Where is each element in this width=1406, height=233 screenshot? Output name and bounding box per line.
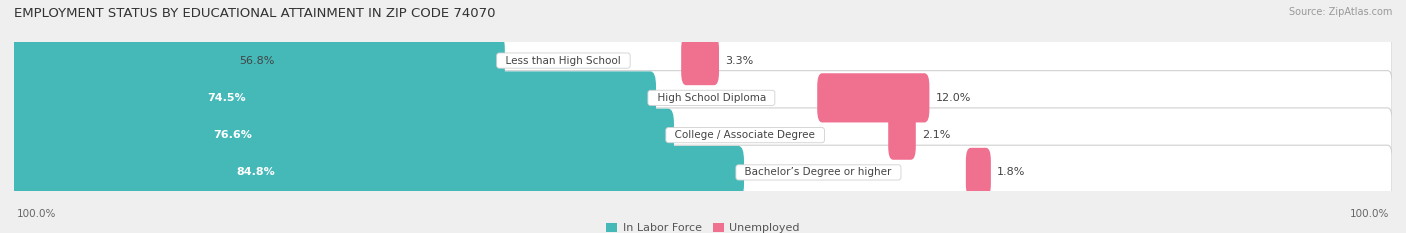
Text: High School Diploma: High School Diploma xyxy=(651,93,772,103)
FancyBboxPatch shape xyxy=(13,34,505,87)
Text: 56.8%: 56.8% xyxy=(239,56,274,65)
FancyBboxPatch shape xyxy=(13,146,744,199)
Text: Less than High School: Less than High School xyxy=(499,56,627,65)
Text: 76.6%: 76.6% xyxy=(212,130,252,140)
Text: EMPLOYMENT STATUS BY EDUCATIONAL ATTAINMENT IN ZIP CODE 74070: EMPLOYMENT STATUS BY EDUCATIONAL ATTAINM… xyxy=(14,7,495,20)
Text: 74.5%: 74.5% xyxy=(207,93,246,103)
FancyBboxPatch shape xyxy=(681,36,718,85)
FancyBboxPatch shape xyxy=(889,110,915,160)
Text: 3.3%: 3.3% xyxy=(725,56,754,65)
Text: 100.0%: 100.0% xyxy=(17,209,56,219)
FancyBboxPatch shape xyxy=(13,109,673,162)
Text: 12.0%: 12.0% xyxy=(935,93,972,103)
Text: 1.8%: 1.8% xyxy=(997,168,1025,177)
FancyBboxPatch shape xyxy=(14,33,1392,88)
Text: 2.1%: 2.1% xyxy=(922,130,950,140)
Text: Source: ZipAtlas.com: Source: ZipAtlas.com xyxy=(1288,7,1392,17)
FancyBboxPatch shape xyxy=(14,108,1392,162)
Text: College / Associate Degree: College / Associate Degree xyxy=(668,130,823,140)
FancyBboxPatch shape xyxy=(14,145,1392,200)
Legend: In Labor Force, Unemployed: In Labor Force, Unemployed xyxy=(602,219,804,233)
FancyBboxPatch shape xyxy=(14,71,1392,125)
FancyBboxPatch shape xyxy=(966,148,991,197)
FancyBboxPatch shape xyxy=(817,73,929,123)
Text: Bachelor’s Degree or higher: Bachelor’s Degree or higher xyxy=(738,168,898,177)
Text: 84.8%: 84.8% xyxy=(236,168,276,177)
FancyBboxPatch shape xyxy=(13,71,657,124)
Text: 100.0%: 100.0% xyxy=(1350,209,1389,219)
